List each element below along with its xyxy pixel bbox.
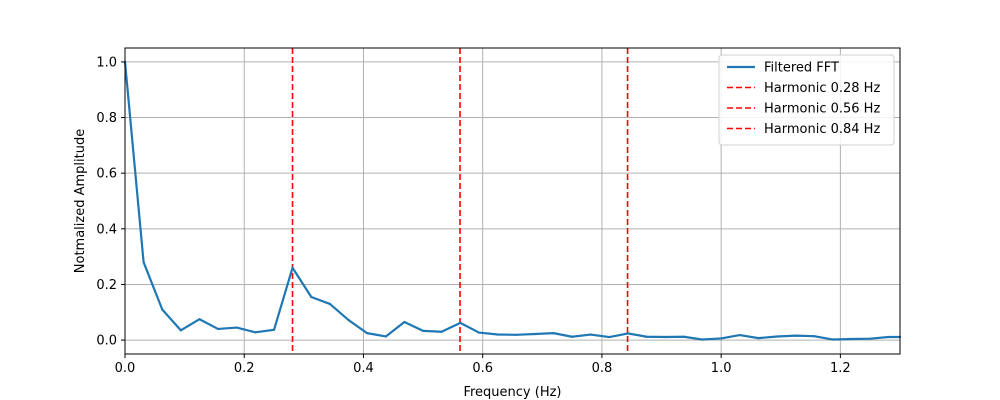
y-tick-label: 0.8 — [96, 111, 117, 126]
data-point — [254, 331, 257, 334]
data-point — [161, 308, 164, 311]
x-tick-label: 0.6 — [472, 361, 493, 376]
data-point — [291, 266, 294, 269]
data-point — [142, 261, 145, 264]
y-tick-label: 0.4 — [96, 222, 117, 237]
x-tick-label: 0.0 — [115, 361, 136, 376]
legend-label: Harmonic 0.28 Hz — [764, 81, 880, 96]
data-point — [608, 335, 611, 339]
data-point — [850, 337, 853, 341]
data-point — [775, 335, 779, 338]
y-tick-label: 0.6 — [96, 167, 117, 182]
data-point — [645, 335, 648, 338]
data-point — [571, 335, 574, 338]
ticks-layer: 0.0 0.2 0.4 0.6 0.8 1.0 1.2 0.0 0.2 0.4 0.6 0.8 1.0 — [96, 55, 850, 376]
x-tick-label: 0.8 — [592, 361, 613, 376]
x-tick-label: 0.4 — [353, 361, 374, 376]
x-tick-label: 1.2 — [830, 361, 851, 376]
data-point — [179, 329, 182, 332]
harmonic-lines — [291, 48, 629, 354]
y-tick-label: 1.0 — [96, 55, 117, 70]
data-point — [310, 295, 313, 299]
x-tick-label: 0.2 — [234, 361, 255, 376]
data-point — [757, 337, 760, 340]
x-axis-label: Frequency (Hz) — [463, 385, 561, 400]
data-point — [552, 332, 555, 335]
legend-box — [718, 54, 895, 146]
data-point — [701, 338, 704, 341]
data-point — [198, 318, 201, 321]
data-point — [328, 302, 331, 306]
series-layer — [123, 60, 902, 341]
data-point — [365, 332, 369, 335]
data-point — [403, 320, 406, 324]
data-point — [477, 331, 481, 334]
data-point — [589, 333, 592, 336]
legend-label: Harmonic 0.56 Hz — [764, 102, 880, 117]
data-point — [459, 321, 462, 324]
data-point — [421, 329, 425, 333]
data-point — [869, 337, 872, 340]
data-point — [272, 328, 276, 331]
data-point — [664, 335, 667, 339]
data-point — [626, 332, 630, 335]
y-axis-label: Notmalized Amplitude — [73, 129, 88, 273]
legend-label: Harmonic 0.84 Hz — [764, 122, 880, 137]
data-point — [794, 334, 797, 337]
data-point — [720, 337, 723, 340]
data-point — [887, 335, 890, 339]
data-point — [347, 318, 350, 322]
legend-label: Filtered FFT — [764, 61, 839, 76]
y-tick-label: 0.2 — [96, 278, 117, 293]
data-point — [496, 333, 499, 336]
data-point — [533, 332, 536, 336]
y-tick-label: 0.0 — [96, 334, 117, 349]
data-point — [738, 333, 741, 337]
data-point — [831, 338, 835, 341]
data-point — [440, 330, 443, 333]
plot-frame — [124, 47, 901, 355]
legend: Filtered FFT Harmonic 0.28 Hz Harmonic 0.5… — [718, 54, 895, 146]
x-tick-label: 1.0 — [711, 361, 732, 376]
data-point — [813, 335, 816, 338]
data-point — [384, 335, 387, 338]
data-point — [216, 327, 220, 331]
data-point — [514, 333, 518, 336]
data-point — [682, 335, 685, 338]
data-point — [235, 326, 238, 329]
